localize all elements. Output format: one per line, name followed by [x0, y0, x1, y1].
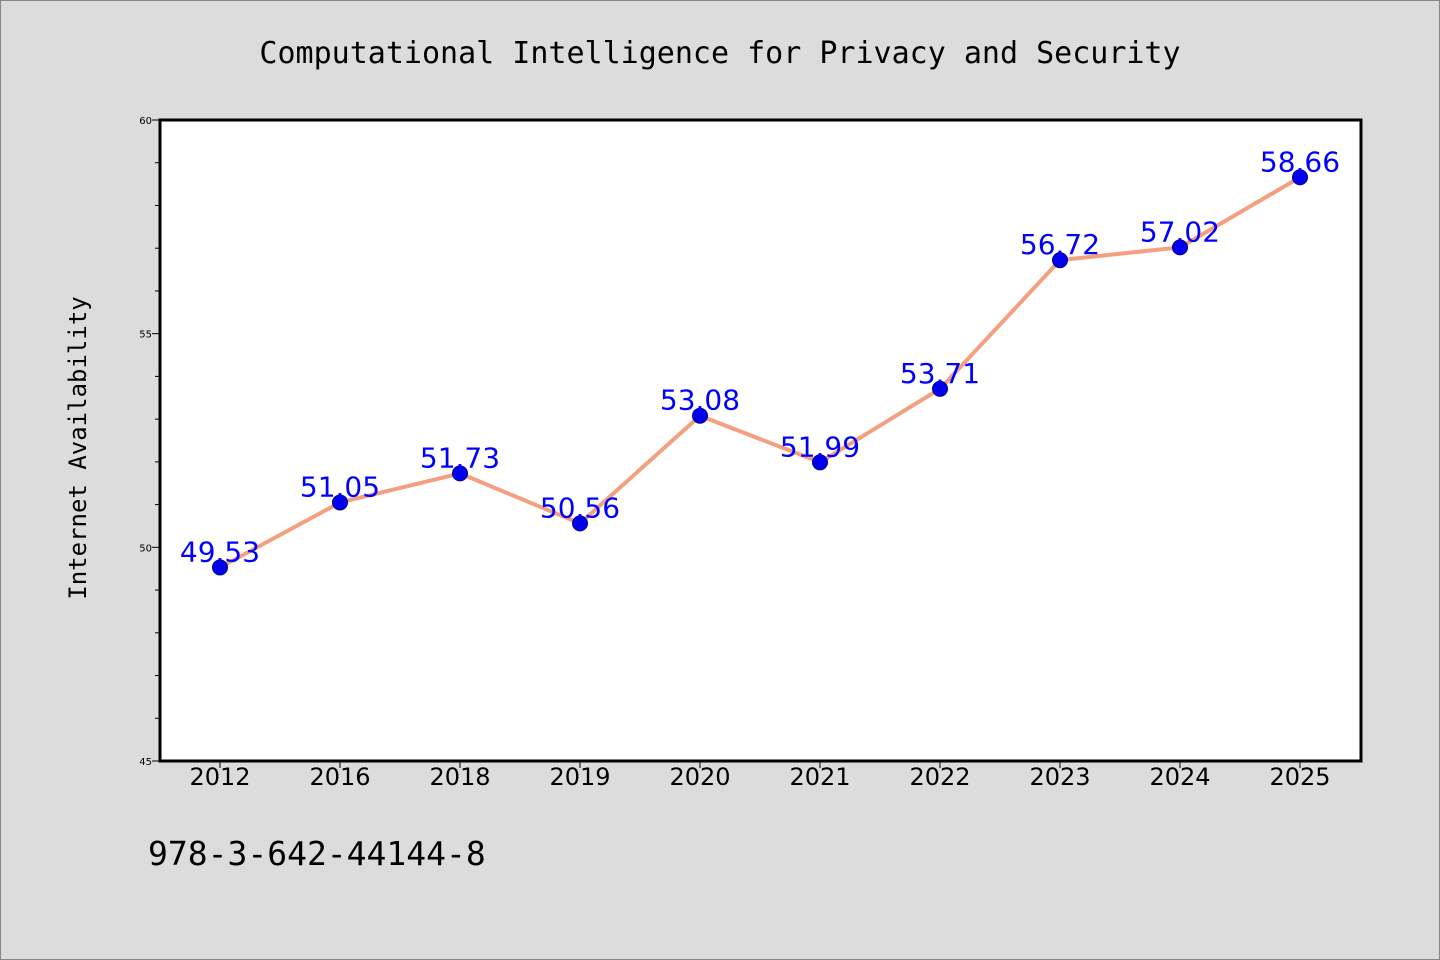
- isbn-text: 978-3-642-44144-8: [148, 834, 486, 873]
- data-point: [1292, 169, 1308, 186]
- series-line: [218, 175, 1302, 570]
- data-labels: 49.53 51.05 51.73 50.56 53.08 51.99 53.71 56.72…: [180, 145, 1340, 568]
- x-tick-label: 2019: [549, 763, 610, 791]
- x-tick-label: 2024: [1149, 763, 1210, 791]
- data-point: [572, 515, 588, 532]
- data-point: [332, 494, 348, 511]
- data-label: 53.71: [900, 357, 980, 390]
- x-tick-label: 2025: [1269, 763, 1330, 791]
- y-tick-label: 55: [139, 330, 152, 341]
- x-tick-label: 2023: [1029, 763, 1090, 791]
- data-label: 53.08: [660, 384, 740, 417]
- data-label: 51.99: [780, 430, 860, 463]
- x-tick-label: 2022: [909, 763, 970, 791]
- y-axis-ticks: 45 50 55 60: [139, 116, 160, 768]
- data-point: [212, 559, 228, 576]
- series-markers: [212, 169, 1308, 576]
- data-point: [812, 454, 828, 471]
- data-point: [692, 407, 708, 424]
- y-axis-label: Internet Availability: [64, 296, 92, 599]
- x-axis-ticks: 2012 2016 2018 2019 2020 2021 2022 2023 2024 2025: [189, 761, 1331, 791]
- data-label: 57.02: [1140, 215, 1220, 248]
- data-label: 58.66: [1260, 145, 1340, 178]
- y-tick-label: 60: [139, 116, 152, 127]
- y-tick-label: 45: [139, 757, 152, 768]
- x-tick-label: 2020: [669, 763, 730, 791]
- data-label: 51.73: [420, 441, 500, 474]
- x-tick-label: 2012: [189, 763, 250, 791]
- data-label: 50.56: [540, 491, 620, 524]
- x-tick-label: 2021: [789, 763, 850, 791]
- data-point: [1172, 239, 1188, 256]
- data-point: [932, 380, 948, 397]
- chart-title: Computational Intelligence for Privacy a…: [259, 36, 1180, 71]
- x-tick-label: 2016: [309, 763, 370, 791]
- data-label: 51.05: [300, 470, 380, 503]
- data-label: 49.53: [180, 535, 260, 568]
- data-point: [452, 465, 468, 482]
- data-label: 56.72: [1020, 228, 1100, 261]
- y-tick-label: 50: [139, 543, 152, 554]
- x-tick-label: 2018: [429, 763, 490, 791]
- data-point: [1052, 252, 1068, 269]
